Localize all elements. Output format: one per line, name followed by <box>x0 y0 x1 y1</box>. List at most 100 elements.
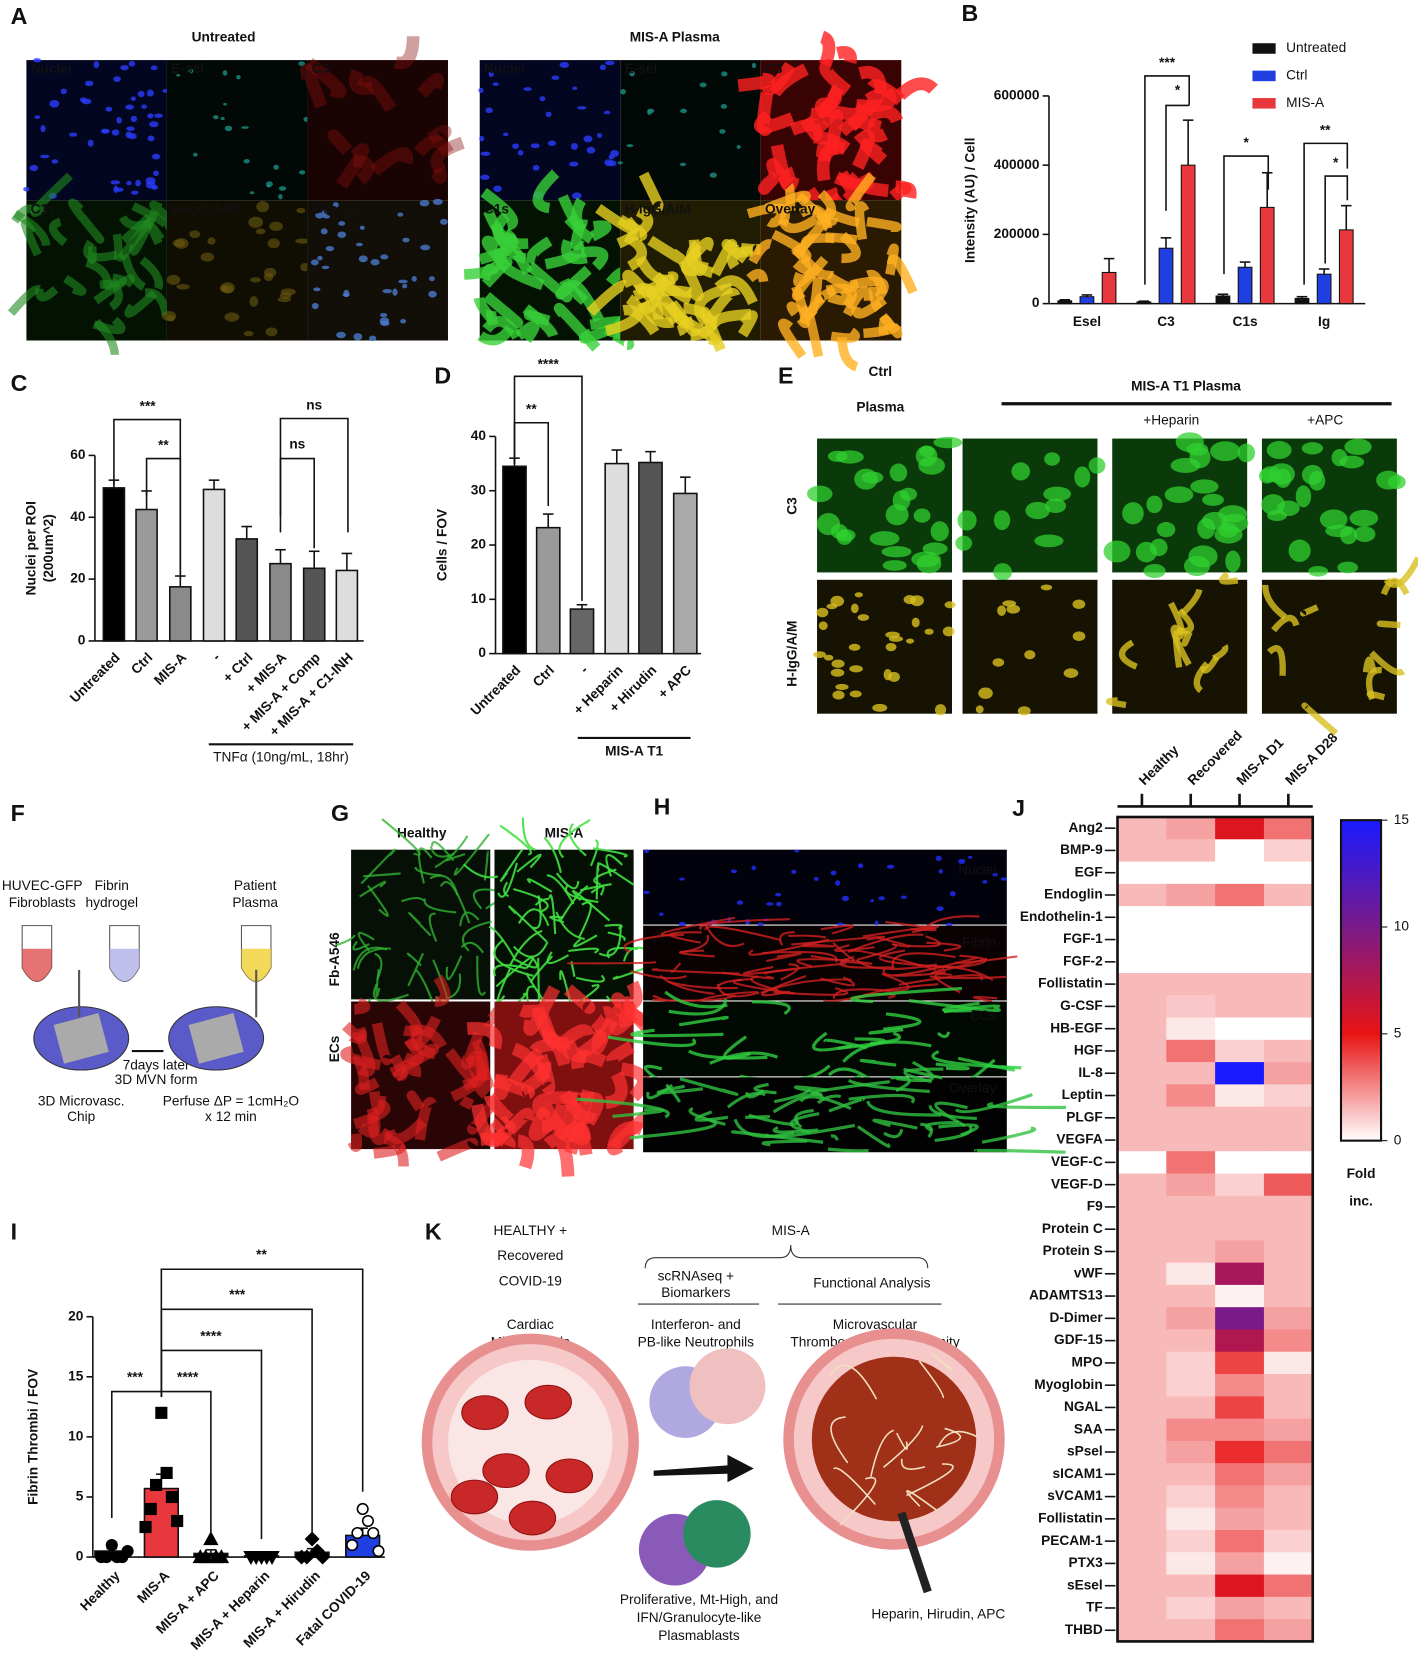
heat-cell <box>1117 1151 1167 1175</box>
cell <box>679 162 687 167</box>
row-label: PECAM-1 <box>1041 1533 1103 1548</box>
heat-cell <box>1166 1218 1216 1241</box>
fiber <box>568 947 600 954</box>
fiber <box>779 931 795 946</box>
y-axis-label: Fibrin Thrombi / FOV <box>25 1368 40 1505</box>
cell <box>51 159 59 164</box>
cell <box>146 89 154 97</box>
fiber <box>517 1134 535 1170</box>
fiber <box>407 952 425 987</box>
fiber <box>462 920 492 952</box>
cell <box>814 876 819 881</box>
heat-cell <box>1117 1507 1167 1531</box>
heat-cell <box>1166 928 1216 952</box>
cell <box>882 560 907 571</box>
label: Plasma <box>232 895 278 910</box>
cell <box>709 172 717 178</box>
cell <box>982 880 988 884</box>
heat-cell <box>1215 1128 1265 1152</box>
cell <box>1025 501 1050 520</box>
sig-label: ns <box>306 397 322 412</box>
cell <box>315 212 324 219</box>
cell <box>151 153 161 160</box>
liquid <box>22 948 52 982</box>
cell <box>480 151 491 156</box>
fiber <box>360 848 396 885</box>
cell <box>382 289 393 294</box>
cell <box>835 880 841 886</box>
image-content <box>7 172 194 356</box>
row-label: VEGFA <box>1056 1132 1103 1147</box>
rbc <box>450 1479 499 1515</box>
cell <box>69 132 78 137</box>
fiber <box>866 105 904 124</box>
treatment-label: Heparin, Hirudin, APC <box>871 1607 1005 1622</box>
cell <box>243 159 250 164</box>
label: Patient <box>234 878 277 893</box>
heat-cell <box>1215 1240 1265 1264</box>
image-tile <box>307 60 448 201</box>
heat-cell <box>1117 1552 1167 1576</box>
heat-cell <box>1263 817 1314 840</box>
row-label: sEsel <box>1067 1577 1103 1592</box>
fiber <box>124 290 158 318</box>
cell <box>911 551 941 568</box>
cell <box>224 312 240 322</box>
fiber <box>466 1022 503 1050</box>
image-content <box>806 436 963 574</box>
fiber <box>305 58 347 99</box>
cell <box>1275 468 1292 489</box>
label: Plasma <box>856 400 904 415</box>
heat-cell <box>1263 883 1314 907</box>
fiber <box>827 1147 869 1153</box>
row-label: GDF-15 <box>1054 1332 1103 1347</box>
panel-letter: G <box>331 800 349 826</box>
fiber <box>850 986 962 1004</box>
cell <box>818 621 828 631</box>
image-content <box>746 172 918 372</box>
cell <box>938 869 944 874</box>
cell <box>428 290 437 298</box>
row-label: G-CSF <box>1060 998 1103 1013</box>
cell <box>658 912 664 916</box>
cell <box>512 143 519 149</box>
heat-cell <box>1117 1128 1167 1152</box>
cell <box>849 665 863 673</box>
fiber <box>342 1021 367 1041</box>
cell <box>343 289 350 298</box>
label: x 12 min <box>205 1109 257 1124</box>
fiber <box>837 115 876 137</box>
colorbar-tick-label: 15 <box>1394 812 1410 827</box>
channel-label: Overlay <box>949 1081 996 1096</box>
fiber <box>445 1048 481 1089</box>
heat-cell <box>1166 1084 1216 1108</box>
cell <box>1337 561 1359 574</box>
cell <box>222 70 228 76</box>
heat-cell <box>1263 1084 1314 1108</box>
panel-letter: A <box>11 3 28 29</box>
legend-label: MIS-A <box>1286 95 1325 110</box>
cell <box>872 703 888 712</box>
fiber <box>688 1049 768 1060</box>
fiber <box>612 1108 664 1118</box>
fiber <box>866 269 888 295</box>
fiber <box>607 1035 697 1048</box>
fiber <box>629 1118 717 1140</box>
fiber <box>359 880 387 898</box>
heat-cell <box>1263 972 1314 996</box>
rule <box>897 1511 932 1594</box>
y-tick-label: 10 <box>471 591 487 606</box>
cell <box>84 80 94 87</box>
bar <box>1338 229 1354 305</box>
cell <box>296 207 306 214</box>
fiber <box>868 1027 904 1035</box>
cell <box>1301 442 1324 455</box>
cell <box>149 121 159 128</box>
cell <box>432 198 443 205</box>
fiber <box>934 1101 968 1128</box>
fiber <box>566 1121 593 1156</box>
row-label: EGF <box>1075 864 1103 879</box>
fiber <box>481 235 512 272</box>
fiber <box>356 947 391 969</box>
cell <box>265 327 278 337</box>
